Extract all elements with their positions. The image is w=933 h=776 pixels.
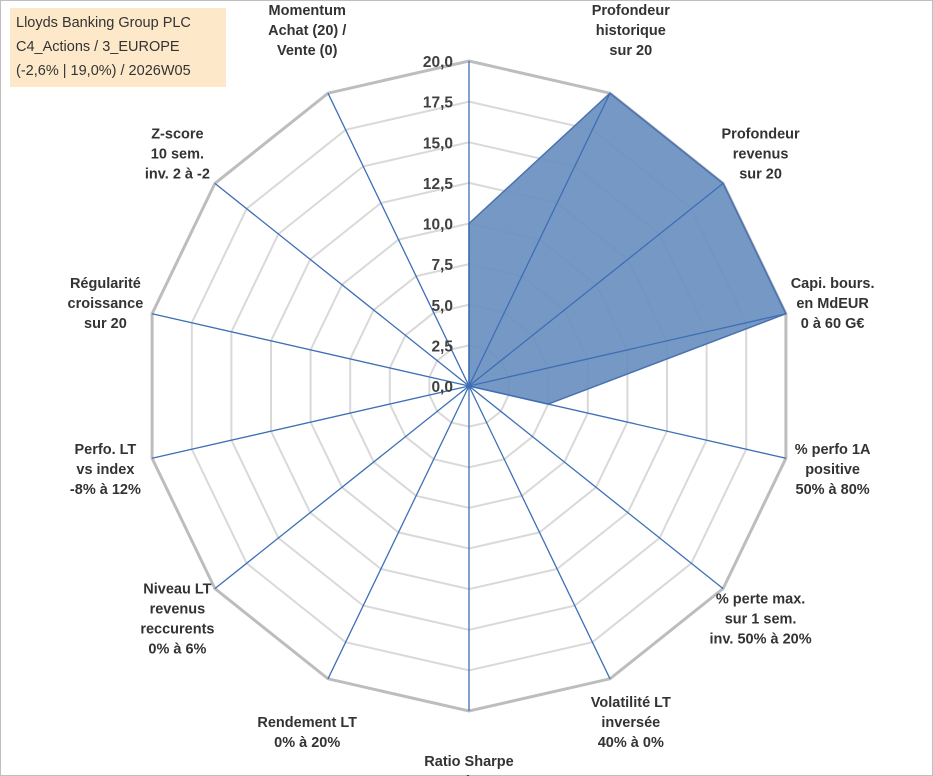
axis-spoke xyxy=(468,182,724,387)
radial-tick-label: 5,0 xyxy=(431,298,453,315)
category-label: % perfo 1A positive 50% à 80% xyxy=(795,442,871,498)
category-label-line: % perte max. xyxy=(716,592,805,608)
category-label-line: Vente (0) xyxy=(277,43,338,59)
category-label-line: Z-score xyxy=(151,126,203,142)
radial-tick-label: 15,0 xyxy=(423,135,453,152)
category-label: Momentum Achat (20) / Vente (0) xyxy=(268,3,346,59)
category-label-line: % perfo 1A xyxy=(795,442,871,458)
axis-spoke xyxy=(327,385,470,680)
radial-tick-label: 20,0 xyxy=(423,54,453,71)
axis-spoke xyxy=(468,313,787,387)
category-label-line: Momentum xyxy=(269,3,346,19)
category-label-line: sur 20 xyxy=(739,166,782,182)
category-label: Volatilité LT inversée 40% à 0% xyxy=(591,695,671,751)
category-label-line: 10 sem. xyxy=(151,146,204,162)
category-label-line: croissance xyxy=(68,296,144,312)
axis-spoke xyxy=(151,385,470,459)
category-label: Capi. bours. en MdEUR 0 à 60 G€ xyxy=(791,276,875,332)
category-label-line: sur 1 sem. xyxy=(725,612,797,628)
category-label-line: historique xyxy=(596,23,666,39)
category-labels: NoteESG sur 20 Profondeur historique sur 20… xyxy=(68,0,875,776)
category-label-line: Régularité xyxy=(70,276,141,292)
axis-spoke xyxy=(214,182,470,387)
category-label: Régularité croissance sur 20 xyxy=(68,276,144,332)
radial-tick-label: 10,0 xyxy=(423,217,453,234)
category-label-line: ESG sur 20 xyxy=(430,0,507,2)
axis-spoke xyxy=(468,385,724,590)
category-label-line: 0% à 20% xyxy=(274,735,340,751)
category-label-line: Profondeur xyxy=(722,126,800,142)
category-label-line: -8% à 12% xyxy=(70,482,141,498)
radial-tick-label: 2,5 xyxy=(431,338,453,355)
category-label-line: 0 à 60 G€ xyxy=(801,316,865,332)
category-label-line: Perfo. LT xyxy=(75,442,137,458)
radial-tick-label: 12,5 xyxy=(423,176,454,193)
category-label-line: revenus xyxy=(733,146,789,162)
category-label-line: inversée xyxy=(601,715,660,731)
radial-tick-label: 17,5 xyxy=(423,95,454,112)
category-label-line: 0 à 1 xyxy=(453,774,485,776)
category-label: Niveau LT revenus reccurents 0% à 6% xyxy=(140,582,214,658)
axis-spoke xyxy=(327,92,470,387)
radial-tick-label: 0,0 xyxy=(431,379,453,396)
category-label: Profondeur revenus sur 20 xyxy=(722,126,800,182)
category-label-line: Rendement LT xyxy=(257,715,357,731)
category-label-line: sur 20 xyxy=(609,43,652,59)
axis-spoke xyxy=(468,385,611,680)
axis-spoke xyxy=(151,313,470,387)
radial-tick-labels: 0,0 2,5 5,0 7,5 10,0 12,5 15,0 17,5 20,0 xyxy=(423,54,454,396)
category-label-line: 50% à 80% xyxy=(796,482,870,498)
radial-tick-label: 7,5 xyxy=(431,257,453,274)
radar-spokes xyxy=(151,61,787,711)
category-label: % perte max. sur 1 sem. inv. 50% à 20% xyxy=(710,592,812,648)
category-label: NoteESG sur 20 xyxy=(430,0,507,2)
category-label-line: Ratio Sharpe xyxy=(424,754,513,770)
axis-spoke xyxy=(468,385,787,459)
title-line-range-week: (-2,6% | 19,0%) / 2026W05 xyxy=(16,63,191,79)
category-label-line: positive xyxy=(805,462,860,478)
category-label-line: revenus xyxy=(150,602,206,618)
category-label-line: inv. 50% à 20% xyxy=(710,632,812,648)
category-label-line: inv. 2 à -2 xyxy=(145,166,210,182)
category-label-line: 40% à 0% xyxy=(598,735,664,751)
title-line-company: Lloyds Banking Group PLC xyxy=(16,15,191,31)
category-label: Z-score 10 sem. inv. 2 à -2 xyxy=(145,126,210,182)
category-label-line: reccurents xyxy=(140,622,214,638)
axis-spoke xyxy=(214,385,470,590)
category-label: Ratio Sharpe 0 à 1 xyxy=(424,754,513,776)
category-label-line: Achat (20) / xyxy=(268,23,346,39)
axis-spoke xyxy=(468,92,611,387)
category-label-line: en MdEUR xyxy=(796,296,869,312)
category-label-line: Profondeur xyxy=(592,3,670,19)
category-label-line: 0% à 6% xyxy=(148,642,206,658)
category-label-line: Capi. bours. xyxy=(791,276,875,292)
chart-title-box: Lloyds Banking Group PLC C4_Actions / 3_… xyxy=(10,8,226,87)
category-label-line: sur 20 xyxy=(84,316,127,332)
category-label: Rendement LT 0% à 20% xyxy=(257,715,357,751)
category-label-line: Volatilité LT xyxy=(591,695,671,711)
category-label-line: vs index xyxy=(76,462,134,478)
title-line-category: C4_Actions / 3_EUROPE xyxy=(16,39,180,55)
category-label: Profondeur historique sur 20 xyxy=(592,3,670,59)
category-label-line: Niveau LT xyxy=(143,582,211,598)
category-label: Perfo. LT vs index -8% à 12% xyxy=(70,442,141,498)
